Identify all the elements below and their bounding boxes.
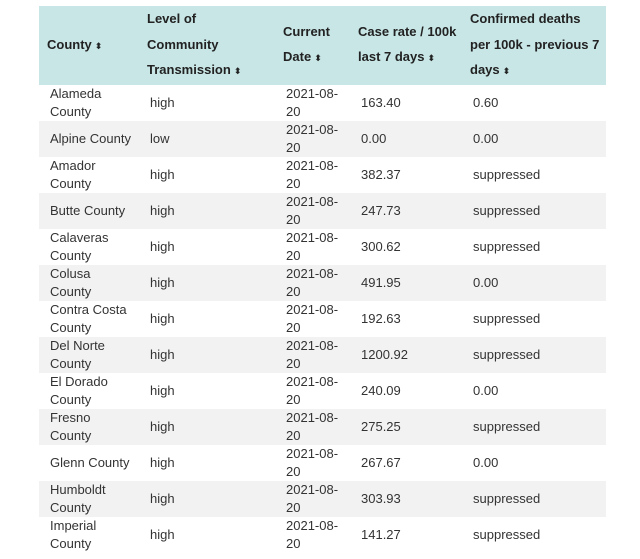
- column-header-label: County: [47, 36, 92, 52]
- transmission-level-cell: high: [139, 336, 275, 373]
- current-date-cell: 2021-08-20: [275, 264, 350, 301]
- case-rate-cell: 303.93: [350, 480, 462, 517]
- county-data-table-container: County ⬍ Level of Community Transmission ⬍…: [39, 6, 606, 553]
- county-cell: Fresno County: [39, 408, 139, 445]
- transmission-level-cell: high: [139, 372, 275, 409]
- county-cell: Del Norte County: [39, 336, 139, 373]
- confirmed-deaths-cell: suppressed: [462, 156, 606, 193]
- column-header-case-rate[interactable]: Case rate / 100k last 7 days ⬍: [350, 6, 462, 85]
- table-row: El Dorado County high 2021-08-20 240.09 0.00: [39, 372, 606, 409]
- column-header-label: Current Date: [283, 23, 330, 65]
- sort-icon: ⬍: [427, 53, 436, 64]
- transmission-level-cell: high: [139, 516, 275, 553]
- confirmed-deaths-cell: 0.00: [462, 264, 606, 301]
- current-date-cell: 2021-08-20: [275, 480, 350, 517]
- current-date-cell: 2021-08-20: [275, 228, 350, 265]
- current-date-cell: 2021-08-20: [275, 156, 350, 193]
- case-rate-cell: 0.00: [350, 120, 462, 157]
- transmission-level-cell: high: [139, 228, 275, 265]
- current-date-cell: 2021-08-20: [275, 372, 350, 409]
- transmission-level-cell: high: [139, 192, 275, 229]
- table-row: Alameda County high 2021-08-20 163.40 0.60: [39, 84, 606, 121]
- current-date-cell: 2021-08-20: [275, 516, 350, 553]
- header-row: County ⬍ Level of Community Transmission ⬍…: [39, 6, 606, 85]
- table-row: Alpine County low 2021-08-20 0.00 0.00: [39, 120, 606, 157]
- transmission-level-cell: low: [139, 120, 275, 157]
- confirmed-deaths-cell: suppressed: [462, 228, 606, 265]
- sort-icon: ⬍: [233, 66, 242, 76]
- county-cell: Glenn County: [39, 444, 139, 481]
- table-row: Humboldt County high 2021-08-20 303.93 suppr…: [39, 480, 606, 517]
- county-cell: Imperial County: [39, 516, 139, 553]
- county-cell: Alpine County: [39, 120, 139, 157]
- current-date-cell: 2021-08-20: [275, 120, 350, 157]
- column-header-county[interactable]: County ⬍: [39, 6, 139, 85]
- confirmed-deaths-cell: suppressed: [462, 300, 606, 337]
- table-row: Del Norte County high 2021-08-20 1200.92 sup…: [39, 336, 606, 373]
- confirmed-deaths-cell: 0.60: [462, 84, 606, 121]
- table-row: Contra Costa County high 2021-08-20 192.63 s…: [39, 300, 606, 337]
- table-row: Butte County high 2021-08-20 247.73 suppress…: [39, 192, 606, 229]
- table-row: Fresno County high 2021-08-20 275.25 suppres…: [39, 408, 606, 445]
- confirmed-deaths-cell: suppressed: [462, 408, 606, 445]
- case-rate-cell: 163.40: [350, 84, 462, 121]
- case-rate-cell: 491.95: [350, 264, 462, 301]
- transmission-level-cell: high: [139, 264, 275, 301]
- transmission-level-cell: high: [139, 480, 275, 517]
- column-header-confirmed-deaths[interactable]: Confirmed deaths per 100k - previous 7 d…: [462, 6, 606, 85]
- county-cell: Calaveras County: [39, 228, 139, 265]
- table-row: Glenn County high 2021-08-20 267.67 0.00: [39, 444, 606, 481]
- case-rate-cell: 247.73: [350, 192, 462, 229]
- confirmed-deaths-cell: suppressed: [462, 336, 606, 373]
- table-header: County ⬍ Level of Community Transmission ⬍…: [39, 6, 606, 85]
- county-cell: Contra Costa County: [39, 300, 139, 337]
- transmission-level-cell: high: [139, 300, 275, 337]
- column-header-label: Level of Community Transmission: [147, 11, 231, 77]
- confirmed-deaths-cell: 0.00: [462, 444, 606, 481]
- case-rate-cell: 275.25: [350, 408, 462, 445]
- transmission-level-cell: high: [139, 156, 275, 193]
- case-rate-cell: 382.37: [350, 156, 462, 193]
- case-rate-cell: 240.09: [350, 372, 462, 409]
- county-cell: El Dorado County: [39, 372, 139, 409]
- table-row: Imperial County high 2021-08-20 141.27 suppr…: [39, 516, 606, 553]
- sort-icon: ⬍: [314, 53, 322, 64]
- county-cell: Amador County: [39, 156, 139, 193]
- table-row: Calaveras County high 2021-08-20 300.62 supp…: [39, 228, 606, 265]
- case-rate-cell: 1200.92: [350, 336, 462, 373]
- transmission-level-cell: high: [139, 444, 275, 481]
- current-date-cell: 2021-08-20: [275, 444, 350, 481]
- current-date-cell: 2021-08-20: [275, 408, 350, 445]
- county-cell: Butte County: [39, 192, 139, 229]
- sort-icon: ⬍: [502, 66, 511, 76]
- column-header-current-date[interactable]: Current Date ⬍: [275, 6, 350, 85]
- confirmed-deaths-cell: suppressed: [462, 192, 606, 229]
- case-rate-cell: 141.27: [350, 516, 462, 553]
- column-header-label: Confirmed deaths per 100k - previous 7 d…: [470, 11, 600, 77]
- transmission-level-cell: high: [139, 84, 275, 121]
- county-cell: Humboldt County: [39, 480, 139, 517]
- case-rate-cell: 300.62: [350, 228, 462, 265]
- case-rate-cell: 192.63: [350, 300, 462, 337]
- column-header-label: Case rate / 100k last 7 days: [358, 23, 457, 65]
- county-cell: Colusa County: [39, 264, 139, 301]
- transmission-level-cell: high: [139, 408, 275, 445]
- county-cell: Alameda County: [39, 84, 139, 121]
- table-row: Amador County high 2021-08-20 382.37 suppres…: [39, 156, 606, 193]
- current-date-cell: 2021-08-20: [275, 336, 350, 373]
- sort-icon: ⬍: [94, 40, 103, 51]
- confirmed-deaths-cell: suppressed: [462, 480, 606, 517]
- table-row: Colusa County high 2021-08-20 491.95 0.00: [39, 264, 606, 301]
- confirmed-deaths-cell: suppressed: [462, 516, 606, 553]
- confirmed-deaths-cell: 0.00: [462, 372, 606, 409]
- column-header-transmission-level[interactable]: Level of Community Transmission ⬍: [139, 6, 275, 85]
- current-date-cell: 2021-08-20: [275, 84, 350, 121]
- current-date-cell: 2021-08-20: [275, 300, 350, 337]
- case-rate-cell: 267.67: [350, 444, 462, 481]
- current-date-cell: 2021-08-20: [275, 192, 350, 229]
- county-data-table: County ⬍ Level of Community Transmission ⬍…: [39, 6, 606, 553]
- confirmed-deaths-cell: 0.00: [462, 120, 606, 157]
- table-body: Alameda County high 2021-08-20 163.40 0.60 Al…: [39, 84, 606, 553]
